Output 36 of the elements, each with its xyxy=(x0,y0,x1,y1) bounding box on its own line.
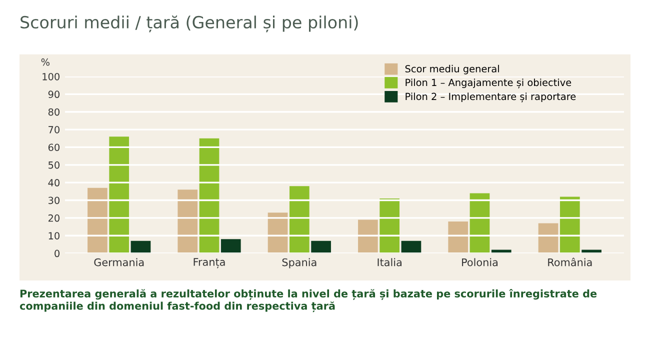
y-tick-label: 10 xyxy=(48,232,60,240)
x-tick-label: România xyxy=(548,258,592,266)
y-tick-label: 80 xyxy=(48,108,60,116)
bar xyxy=(220,239,241,254)
bar xyxy=(178,190,198,254)
chart-title: Scoruri medii / țară (General și pe piloni) xyxy=(20,16,358,32)
bar xyxy=(401,240,422,254)
y-tick-label: 90 xyxy=(48,90,60,98)
bar xyxy=(538,223,558,254)
x-tick-label: Italia xyxy=(378,258,402,266)
x-tick-label: Germania xyxy=(94,258,144,266)
y-tick-label: 70 xyxy=(48,126,60,134)
x-tick-label: Polonia xyxy=(462,258,498,266)
y-tick-label: 100 xyxy=(42,72,60,80)
bar xyxy=(290,186,310,254)
y-tick-label: 20 xyxy=(48,214,60,222)
legend-label: Scor mediu general xyxy=(405,64,499,74)
bar xyxy=(448,221,468,254)
bar xyxy=(311,240,331,254)
bar xyxy=(130,240,151,254)
y-tick-label: 30 xyxy=(48,196,60,204)
bar xyxy=(358,220,378,254)
y-tick-label: 50 xyxy=(48,161,60,169)
bar xyxy=(380,198,400,254)
bar xyxy=(109,136,130,254)
legend-label: Pilon 1 – Angajamente și obiective xyxy=(406,78,572,88)
bar xyxy=(88,188,108,254)
legend-label: Pilon 2 – Implementare și raportare xyxy=(406,92,576,102)
y-tick-label: 60 xyxy=(48,144,60,152)
bar xyxy=(560,196,580,254)
x-tick-label: Franța xyxy=(194,258,225,268)
y-tick-label: 40 xyxy=(48,179,60,186)
y-axis-title: % xyxy=(41,58,50,66)
y-tick-label: 0 xyxy=(54,250,60,258)
text: Prezentarea generală a rezultatelor obținute la nivel de țară și bazate pe scorurile înregistrate de companiile din domeniul fast-food din respectiva țară xyxy=(20,289,597,312)
x-tick-label: Spania xyxy=(282,258,316,268)
